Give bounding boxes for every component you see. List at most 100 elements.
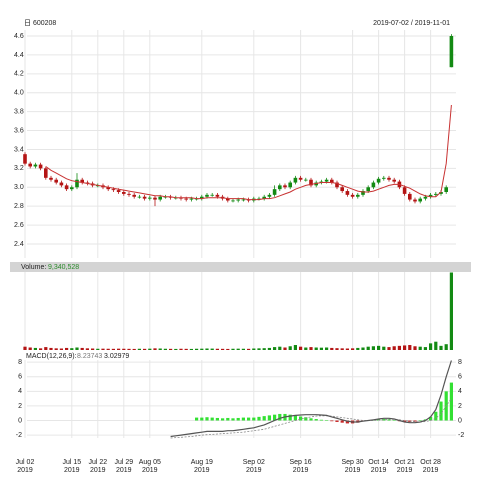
macd-hist-bar <box>413 420 417 422</box>
volume-bar <box>262 348 266 350</box>
macd-hist-bar <box>429 416 433 421</box>
candle-body <box>283 185 287 188</box>
volume-bar <box>148 348 152 350</box>
x-tick-label: Sep 30 2019 <box>342 459 364 474</box>
volume-bar <box>335 348 339 350</box>
volume-bar <box>314 347 318 350</box>
volume-bar <box>96 348 100 350</box>
candle-body <box>142 196 147 199</box>
volume-bar <box>143 348 147 350</box>
candle-body <box>376 178 381 183</box>
volume-bar <box>309 347 313 350</box>
volume-bar <box>439 345 443 350</box>
macd-tick-label-right: 2 <box>458 403 462 410</box>
volume-bar <box>231 348 235 350</box>
macd-hist-bar <box>403 420 407 422</box>
volume-bar <box>377 345 381 350</box>
macd-hist-bar <box>387 419 391 421</box>
x-tick-label: Sep 02 2019 <box>243 459 265 474</box>
volume-bar <box>54 348 58 350</box>
volume-bar <box>169 348 173 350</box>
date-range: 2019-07-02 / 2019-11-01 <box>373 20 450 27</box>
volume-bar <box>75 347 79 350</box>
x-tick-label: Oct 28 2019 <box>420 459 441 474</box>
candle-body <box>413 199 417 202</box>
candle-body <box>38 164 43 169</box>
macd-hist-bar <box>273 414 277 421</box>
volume-bar <box>59 348 63 350</box>
volume-bar <box>434 341 438 350</box>
macd-hist-bar <box>252 417 256 421</box>
volume-bar <box>418 346 422 350</box>
volume-bar <box>132 348 136 350</box>
macd-hist-bar <box>340 420 344 423</box>
volume-bar <box>293 345 297 350</box>
y-tick-label: 2.6 <box>14 222 24 229</box>
volume-bar <box>70 348 74 350</box>
y-tick-label: 3.4 <box>14 146 24 153</box>
macd-hist-bar <box>247 417 251 421</box>
y-tick-label: 4.2 <box>14 71 24 78</box>
candle-body <box>132 194 136 197</box>
volume-bar <box>33 347 37 350</box>
y-tick-label: 2.4 <box>14 241 24 248</box>
macd-tick-label: -2 <box>16 432 22 439</box>
volume-bar <box>351 348 355 350</box>
macd-hist-bar <box>215 417 219 421</box>
candle-body <box>75 179 79 188</box>
y-tick-label: 3.8 <box>14 108 24 115</box>
macd-hist-bar <box>241 417 245 421</box>
volume-bar <box>163 348 167 350</box>
candle-body <box>231 200 235 202</box>
macd-hist-bar <box>314 419 318 421</box>
volume-bar <box>267 347 271 350</box>
volume-bar <box>210 348 214 350</box>
candle-body <box>116 190 121 192</box>
macd-hist-bar <box>210 417 214 421</box>
y-tick-label: 3.6 <box>14 127 24 134</box>
macd-hist-bar <box>449 382 453 421</box>
x-tick-label: Aug 19 2019 <box>191 459 213 474</box>
candle-body <box>293 177 298 183</box>
volume-bar <box>85 348 89 350</box>
x-tick-label: Jul 22 2019 <box>88 459 107 474</box>
candle-body <box>257 198 261 200</box>
volume-bar <box>122 348 126 350</box>
candle-body <box>418 198 422 202</box>
macd-hist-bar <box>226 417 230 421</box>
x-tick-label: Oct 21 2019 <box>394 459 415 474</box>
macd-hist-bar <box>262 416 266 421</box>
candle-body <box>189 198 194 200</box>
macd-hist-bar <box>330 420 334 422</box>
moving-average <box>45 104 452 201</box>
candle-body <box>215 194 220 197</box>
macd-hist-bar <box>309 418 313 421</box>
volume-bar <box>44 347 48 350</box>
macd-hist-bar <box>434 411 438 421</box>
macd-hist-bar <box>195 417 199 421</box>
candle-body <box>122 192 126 194</box>
chart-title: 日 600208 <box>24 19 56 27</box>
volume-bar <box>215 348 219 350</box>
macd-dif-line <box>170 360 452 438</box>
volume-bar <box>91 348 95 350</box>
candle-body <box>392 179 396 182</box>
candle-body <box>33 164 38 167</box>
candle-body <box>434 193 438 195</box>
candle-body <box>361 191 365 195</box>
volume-bar <box>397 345 401 350</box>
macd-hist-bar <box>278 413 282 421</box>
volume-bar <box>257 348 261 350</box>
macd-tick-label-right: -2 <box>458 432 464 439</box>
macd-tick-label: 4 <box>18 388 22 395</box>
candle-body <box>387 177 391 180</box>
candle-body <box>330 179 334 183</box>
candle-body <box>158 196 162 200</box>
candle-body <box>80 179 84 183</box>
macd-hist-bar <box>319 419 323 421</box>
macd-hist-bar <box>221 418 225 421</box>
candle-body <box>288 182 292 188</box>
candle-body <box>423 196 428 199</box>
volume-bar <box>158 348 162 350</box>
